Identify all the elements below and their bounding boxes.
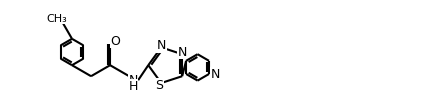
Text: H: H — [129, 80, 138, 93]
Text: N: N — [129, 74, 138, 87]
Text: O: O — [110, 35, 120, 48]
Text: N: N — [177, 46, 187, 59]
Text: S: S — [155, 79, 163, 92]
Text: N: N — [210, 67, 220, 80]
Text: N: N — [157, 39, 166, 52]
Text: CH₃: CH₃ — [47, 14, 68, 24]
